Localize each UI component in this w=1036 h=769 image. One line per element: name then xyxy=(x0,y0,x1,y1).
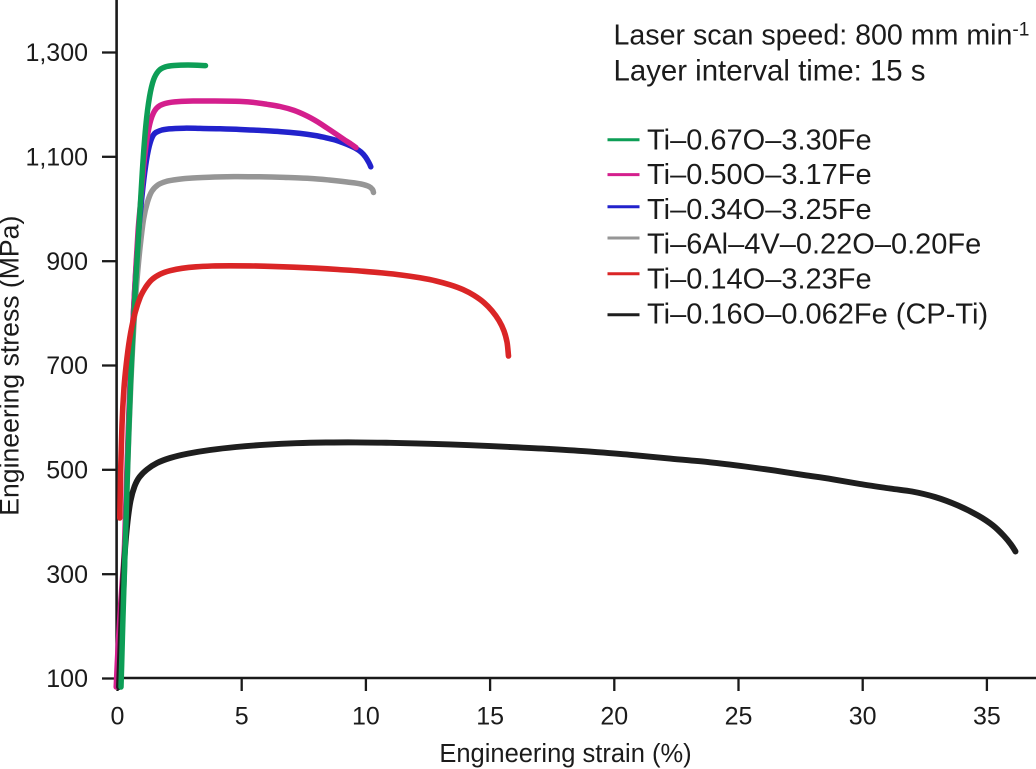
svg-text:Ti–0.16O–0.062Fe (CP-Ti): Ti–0.16O–0.062Fe (CP-Ti) xyxy=(647,298,988,330)
svg-text:1,300: 1,300 xyxy=(25,39,88,67)
svg-text:Engineering strain (%): Engineering strain (%) xyxy=(439,740,691,768)
svg-text:15: 15 xyxy=(476,703,504,731)
svg-text:30: 30 xyxy=(849,703,877,731)
svg-text:Laser scan speed: 800 mm min-1: Laser scan speed: 800 mm min-1 xyxy=(614,20,1030,52)
svg-text:1,100: 1,100 xyxy=(25,143,88,171)
svg-text:10: 10 xyxy=(352,703,380,731)
svg-text:0: 0 xyxy=(111,703,125,731)
svg-text:Ti–0.34O–3.25Fe: Ti–0.34O–3.25Fe xyxy=(647,194,872,226)
svg-text:35: 35 xyxy=(973,703,1001,731)
svg-text:Ti–0.67O–3.30Fe: Ti–0.67O–3.30Fe xyxy=(647,124,872,156)
svg-text:Ti–0.50O–3.17Fe: Ti–0.50O–3.17Fe xyxy=(647,159,872,191)
svg-text:700: 700 xyxy=(46,352,88,380)
svg-text:Ti–0.14O–3.23Fe: Ti–0.14O–3.23Fe xyxy=(647,264,872,296)
svg-text:Layer interval time: 15 s: Layer interval time: 15 s xyxy=(614,55,926,88)
svg-text:20: 20 xyxy=(600,703,628,731)
svg-text:Engineering stress (MPa): Engineering stress (MPa) xyxy=(0,216,25,516)
svg-text:900: 900 xyxy=(46,248,88,276)
svg-text:Ti–6Al–4V–0.22O–0.20Fe: Ti–6Al–4V–0.22O–0.20Fe xyxy=(647,229,981,261)
svg-text:100: 100 xyxy=(46,665,88,693)
svg-text:5: 5 xyxy=(235,703,249,731)
svg-text:300: 300 xyxy=(46,561,88,589)
svg-text:500: 500 xyxy=(46,456,88,484)
svg-text:25: 25 xyxy=(725,703,753,731)
